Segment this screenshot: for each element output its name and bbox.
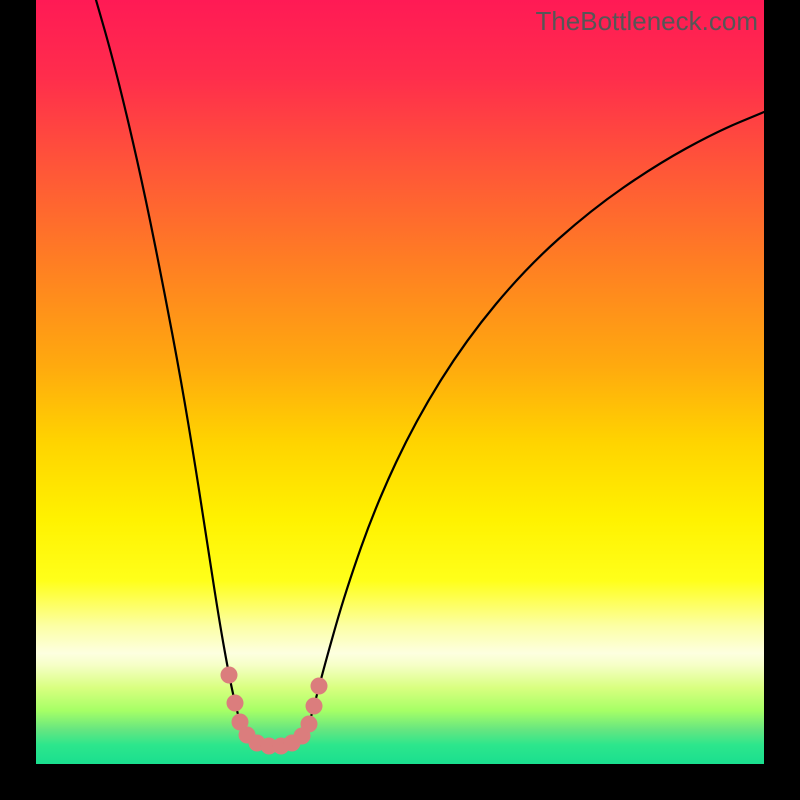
- valley-marker: [221, 667, 238, 684]
- valley-marker: [306, 698, 323, 715]
- watermark-text: TheBottleneck.com: [535, 6, 758, 37]
- valley-marker: [301, 716, 318, 733]
- valley-marker: [227, 695, 244, 712]
- plot-area-gradient: [36, 0, 764, 764]
- chart-svg: [0, 0, 800, 800]
- valley-marker: [311, 678, 328, 695]
- chart-frame: TheBottleneck.com: [0, 0, 800, 800]
